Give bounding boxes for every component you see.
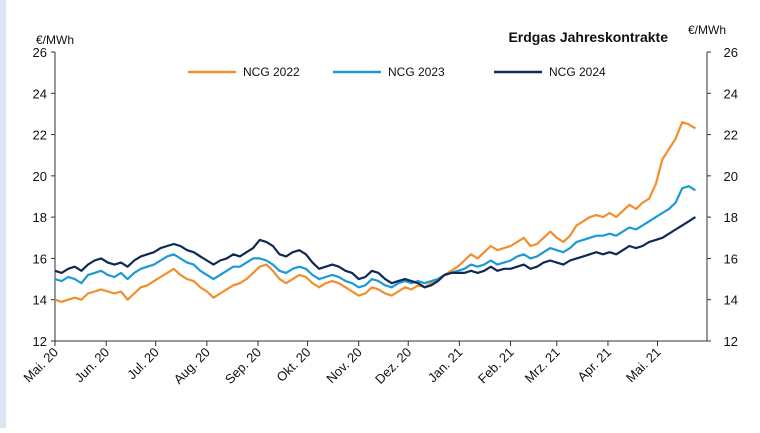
legend-label: NCG 2022 <box>243 65 300 79</box>
left-edge-strip <box>0 0 6 428</box>
series-line-ncg-2024 <box>54 216 696 289</box>
x-tick-label: Apr. 21 <box>574 345 614 385</box>
y-tick-label-left: 12 <box>33 334 47 349</box>
x-tick-label: Aug. 20 <box>171 345 213 387</box>
legend-label: NCG 2023 <box>388 65 445 79</box>
y-tick-label-left: 24 <box>33 86 47 101</box>
x-tick-label: Mai. 21 <box>623 345 664 386</box>
y-tick-label-right: 12 <box>724 334 738 349</box>
y-tick-label-right: 26 <box>724 45 738 60</box>
y-tick-label-left: 26 <box>33 45 47 60</box>
legend: NCG 2022 NCG 2023 NCG 2024 <box>188 65 606 79</box>
y-tick-label-right: 18 <box>724 210 738 225</box>
x-tick-label: Jul. 20 <box>124 345 162 383</box>
y-tick-label-right: 16 <box>724 251 738 266</box>
series-line-ncg-2022 <box>54 121 696 303</box>
x-tick-label: Dez. 20 <box>372 345 414 387</box>
series-lines <box>54 121 696 303</box>
y-tick-label-left: 20 <box>33 169 47 184</box>
x-tick-label: Mai. 20 <box>20 345 61 386</box>
y-tick-label-left: 18 <box>33 210 47 225</box>
y-tick-label-left: 14 <box>33 293 47 308</box>
x-tick-label: Feb. 21 <box>475 345 517 387</box>
axes: 12 12 14 14 16 16 18 18 20 20 22 22 24 24 26 26 Mai. 20 J… <box>20 45 738 387</box>
y-tick-label-left: 16 <box>33 251 47 266</box>
series-line-ncg-2023 <box>54 185 696 289</box>
y-tick-label-left: 22 <box>33 128 47 143</box>
y-tick-label-right: 20 <box>724 169 738 184</box>
chart-title: Erdgas Jahreskontrakte <box>508 29 668 45</box>
x-tick-label: Jan. 21 <box>425 345 466 386</box>
y-tick-label-right: 22 <box>724 128 738 143</box>
y-tick-label-right: 14 <box>724 293 738 308</box>
x-tick-label: Nov. 20 <box>323 345 365 387</box>
y-axis-label-right: €/MWh <box>688 23 726 37</box>
y-axis-label-left: €/MWh <box>36 33 74 47</box>
x-tick-label: Jun. 20 <box>72 345 113 386</box>
legend-label: NCG 2024 <box>549 65 606 79</box>
x-tick-label: Okt. 20 <box>273 345 313 385</box>
y-tick-label-right: 24 <box>724 86 738 101</box>
x-tick-label: Mrz. 21 <box>522 345 563 386</box>
x-tick-label: Sep. 20 <box>222 345 264 387</box>
